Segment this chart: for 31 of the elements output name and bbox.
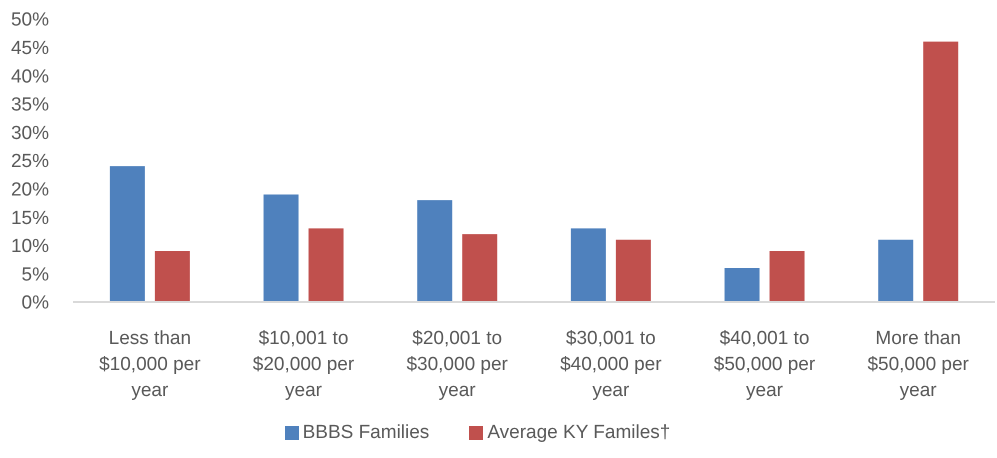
bar — [154, 251, 190, 302]
legend-label: BBBS Families — [302, 422, 430, 443]
bar — [878, 240, 914, 302]
bar — [110, 166, 145, 302]
x-tick-label: $10,001 to $20,000 per year — [252, 328, 355, 401]
y-tick-label: 15% — [10, 208, 50, 229]
y-tick-label: 30% — [10, 122, 50, 144]
x-tick-label: Less than $10,000 per year — [99, 328, 202, 401]
x-tick-label: More than $50,000 per year — [867, 328, 970, 401]
x-tick-label: $40,001 to $50,000 per year — [714, 328, 816, 401]
bar — [570, 228, 606, 302]
y-tick-label: 0% — [22, 292, 50, 314]
x-tick-label: $20,001 to $30,000 per year — [406, 328, 509, 401]
bar — [462, 234, 498, 302]
bar — [308, 228, 344, 302]
y-tick-label: 25% — [10, 151, 50, 172]
bar — [923, 42, 958, 302]
y-tick-label: 50% — [10, 10, 50, 31]
y-tick-label: 5% — [22, 264, 50, 286]
bar — [770, 251, 805, 302]
x-tick-label: $30,001 to $40,000 per year — [560, 328, 662, 401]
legend-label: Average KY Familes† — [487, 422, 670, 443]
y-tick-label: 20% — [10, 180, 50, 201]
bar — [264, 194, 299, 302]
bar — [616, 240, 651, 302]
y-tick-label: 40% — [10, 66, 50, 88]
bar — [724, 268, 760, 302]
y-tick-label: 45% — [10, 38, 50, 60]
y-tick-label: 35% — [10, 94, 50, 116]
y-tick-label: 10% — [10, 236, 50, 258]
bar — [417, 200, 452, 302]
